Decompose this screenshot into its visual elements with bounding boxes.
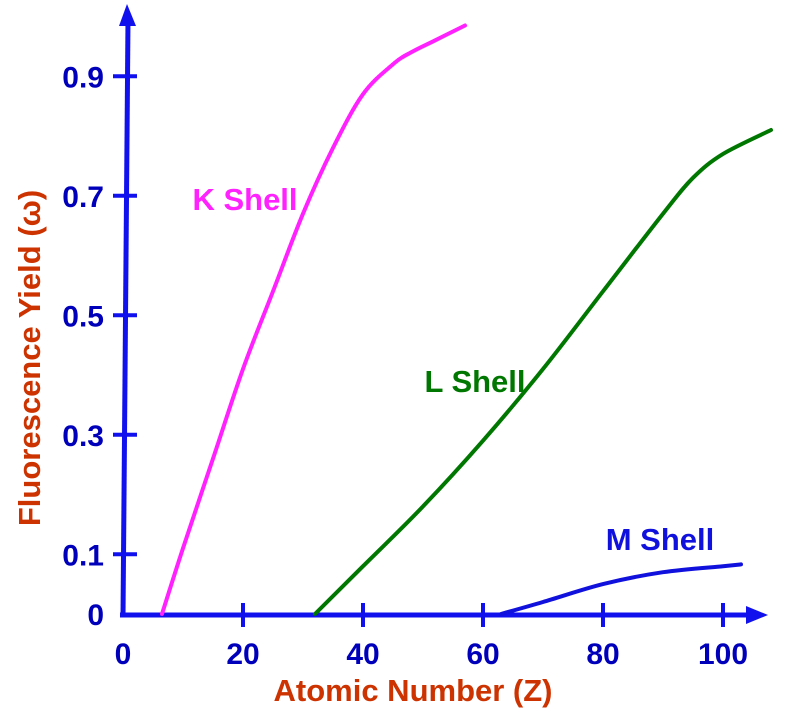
y-tick-label: 0 <box>87 599 104 632</box>
y-tick-label: 0.5 <box>62 300 104 333</box>
labels: K Shell L Shell M Shell Atomic Number (Z) Fl… <box>12 182 714 708</box>
y-axis-title: Fluorescence Yield (ω) <box>12 190 47 526</box>
x-tick-label: 100 <box>698 638 748 671</box>
ticks: 0 0.1 0.3 0.5 0.7 0.9 0 20 40 60 80 100 <box>62 61 748 671</box>
axes <box>119 4 768 624</box>
y-tick-label: 0.1 <box>62 539 104 572</box>
m-shell-line <box>499 562 743 616</box>
x-tick-label: 20 <box>226 638 259 671</box>
series-lines <box>160 23 773 616</box>
x-tick-label: 40 <box>346 638 379 671</box>
x-tick-label: 0 <box>115 638 132 671</box>
y-axis-line <box>120 19 131 618</box>
y-tick-label: 0.3 <box>62 420 104 453</box>
y-tick-label: 0.7 <box>62 181 104 214</box>
x-tick-label: 60 <box>466 638 499 671</box>
x-tick-label: 80 <box>586 638 619 671</box>
l-shell-label: L Shell <box>424 364 525 399</box>
k-shell-line <box>160 23 467 616</box>
k-shell-label: K Shell <box>192 182 297 217</box>
x-axis-arrowhead <box>746 606 768 624</box>
y-axis-arrowhead <box>119 4 136 26</box>
m-shell-label: M Shell <box>606 522 715 557</box>
x-axis-title: Atomic Number (Z) <box>274 673 553 708</box>
y-tick-label: 0.9 <box>62 61 104 94</box>
l-shell-line <box>313 128 773 616</box>
